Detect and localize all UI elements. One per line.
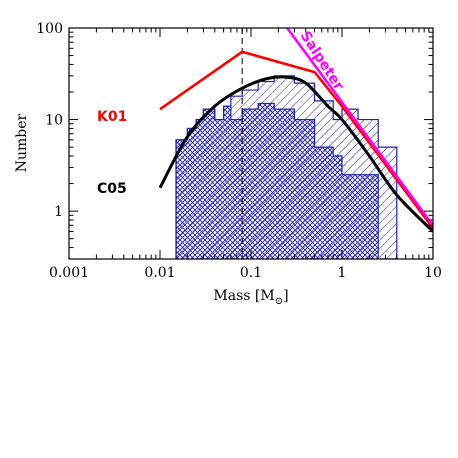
histogram-cross-bar-13 <box>342 174 359 259</box>
series-label-c05: C05 <box>97 181 127 197</box>
curve-layer <box>158 28 433 259</box>
histogram-cross-bar-2 <box>196 119 204 259</box>
y-axis-title: Number <box>14 113 30 172</box>
histogram-cross-bar-1 <box>187 128 197 259</box>
x-axis-title: Mass [M⊙] <box>213 288 288 307</box>
histogram-cross-bar-5 <box>223 106 231 259</box>
x-axis-title-subscript: ⊙ <box>275 296 283 307</box>
tick-label-layer: 0.001 0.01 0.1 1 10 1 10 100 <box>36 21 442 281</box>
histogram-cross-bar-3 <box>203 109 215 259</box>
series-label-k01: K01 <box>97 109 127 125</box>
x-tick-label: 0.1 <box>240 265 262 281</box>
series-line-c05 <box>158 75 433 233</box>
histogram-cross-bar-11 <box>314 147 334 259</box>
histogram-cross-bar-6 <box>230 119 243 259</box>
histogram-layer <box>175 75 398 259</box>
tick-layer <box>68 27 434 260</box>
histogram-cross-bar-0 <box>176 139 188 259</box>
histogram-cross-bar-10 <box>294 119 315 259</box>
histogram-cross-bar-14 <box>358 174 379 259</box>
series-line-salpeter <box>286 28 433 227</box>
histogram-cross-outline <box>175 102 397 259</box>
histogram-cross-bar-7 <box>242 109 259 259</box>
series-line-k01 <box>159 50 433 230</box>
y-tick-label: 100 <box>36 21 63 37</box>
x-tick-label: 1 <box>338 265 347 281</box>
histogram-cross-bar-12 <box>333 155 342 259</box>
x-tick-label: 0.01 <box>144 265 175 281</box>
y-tick-label: 10 <box>45 113 63 129</box>
x-tick-label: 10 <box>424 265 442 281</box>
x-tick-label: 0.001 <box>49 265 89 281</box>
histogram-cross-bar-4 <box>214 119 224 259</box>
y-tick-label: 1 <box>54 204 63 220</box>
histogram-cross-bar-9 <box>274 109 295 259</box>
histogram-cross-bar-8 <box>258 103 275 259</box>
